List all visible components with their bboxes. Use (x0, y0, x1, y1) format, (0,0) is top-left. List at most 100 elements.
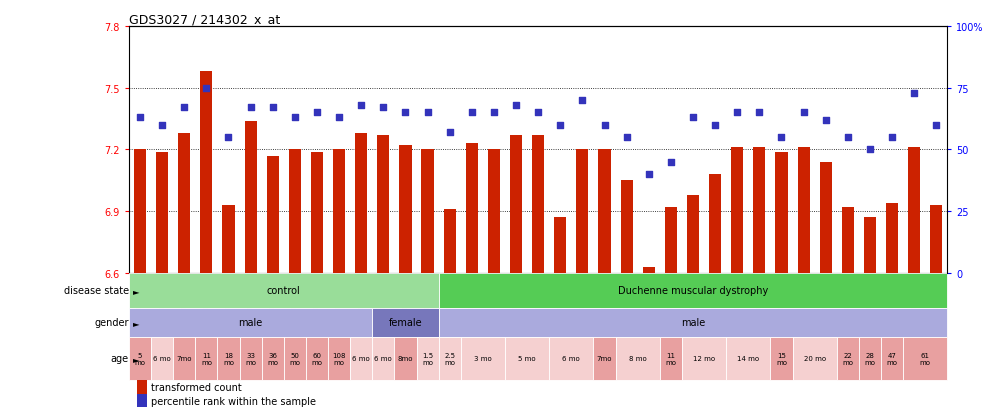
Bar (776, 152, 788, 273)
Bar (129, 308, 372, 337)
Bar (616, 337, 660, 380)
Text: 2.5
mo: 2.5 mo (444, 352, 455, 365)
Text: 8mo: 8mo (398, 356, 414, 361)
Bar (665, 208, 677, 273)
Text: 1.5
mo: 1.5 mo (422, 352, 434, 365)
Point (907, 90, 923, 97)
Text: male: male (681, 318, 705, 328)
Bar (864, 218, 876, 273)
Point (685, 115, 701, 121)
Bar (842, 208, 854, 273)
Text: Duchenne muscular dystrophy: Duchenne muscular dystrophy (618, 286, 768, 296)
Point (177, 105, 192, 112)
Bar (422, 150, 434, 273)
Point (287, 115, 303, 121)
Text: 47
mo: 47 mo (887, 352, 898, 365)
Bar (262, 337, 284, 380)
Point (553, 122, 568, 129)
Bar (465, 144, 478, 273)
Bar (488, 150, 500, 273)
Bar (643, 267, 655, 273)
Text: 14 mo: 14 mo (737, 356, 759, 361)
Bar (593, 337, 616, 380)
Bar (372, 337, 395, 380)
Text: 6 mo: 6 mo (352, 356, 370, 361)
Bar (395, 337, 417, 380)
Text: 11
mo: 11 mo (200, 352, 212, 365)
Bar (310, 152, 323, 273)
Bar (306, 337, 328, 380)
Bar (438, 337, 460, 380)
Text: 11
mo: 11 mo (666, 352, 677, 365)
Bar (267, 156, 279, 273)
Point (862, 147, 878, 153)
Point (132, 115, 148, 121)
Bar (239, 337, 262, 380)
Point (663, 159, 679, 166)
Bar (505, 337, 550, 380)
Text: 22
mo: 22 mo (842, 352, 853, 365)
Text: disease state: disease state (63, 286, 129, 296)
Bar (660, 337, 682, 380)
Bar (284, 337, 306, 380)
Bar (532, 136, 545, 273)
Point (243, 105, 259, 112)
Bar (555, 218, 566, 273)
Bar (598, 150, 611, 273)
Bar (753, 148, 766, 273)
Text: 15
mo: 15 mo (776, 352, 787, 365)
Text: 3 mo: 3 mo (474, 356, 492, 361)
Bar (550, 337, 593, 380)
Point (220, 135, 236, 141)
Point (310, 110, 325, 116)
Bar (350, 337, 372, 380)
Bar (886, 204, 898, 273)
Bar (129, 337, 151, 380)
Text: 6 mo: 6 mo (153, 356, 171, 361)
Text: 108
mo: 108 mo (332, 352, 346, 365)
Bar (460, 337, 505, 380)
Bar (217, 337, 239, 380)
Bar (328, 337, 350, 380)
Text: control: control (267, 286, 301, 296)
Text: 6 mo: 6 mo (374, 356, 392, 361)
Bar (908, 148, 921, 273)
Bar (372, 308, 438, 337)
Bar (686, 195, 699, 273)
Bar (930, 206, 942, 273)
Bar (438, 308, 947, 337)
Point (641, 171, 657, 178)
Bar (245, 121, 257, 273)
Text: 28
mo: 28 mo (864, 352, 876, 365)
Bar (621, 181, 633, 273)
Point (375, 105, 391, 112)
Text: 6 mo: 6 mo (562, 356, 580, 361)
Bar (576, 150, 588, 273)
Point (154, 122, 170, 129)
Text: female: female (389, 318, 423, 328)
Text: ►: ► (133, 286, 140, 295)
Bar (129, 273, 438, 308)
Point (398, 110, 414, 116)
Bar (289, 150, 301, 273)
Text: 7mo: 7mo (597, 356, 612, 361)
Text: 60
mo: 60 mo (311, 352, 322, 365)
Text: 61
mo: 61 mo (920, 352, 930, 365)
Point (486, 110, 502, 116)
Bar (798, 148, 809, 273)
Point (265, 105, 281, 112)
Bar (881, 337, 903, 380)
Bar (819, 162, 831, 273)
Point (884, 135, 900, 141)
Bar (438, 273, 947, 308)
Bar (137, 394, 147, 407)
Bar (377, 136, 390, 273)
Text: 5
mo: 5 mo (135, 352, 146, 365)
Bar (333, 150, 345, 273)
Bar (179, 134, 190, 273)
Bar (417, 337, 438, 380)
Bar (195, 337, 217, 380)
Bar (151, 337, 174, 380)
Point (619, 135, 635, 141)
Text: ►: ► (133, 354, 140, 363)
